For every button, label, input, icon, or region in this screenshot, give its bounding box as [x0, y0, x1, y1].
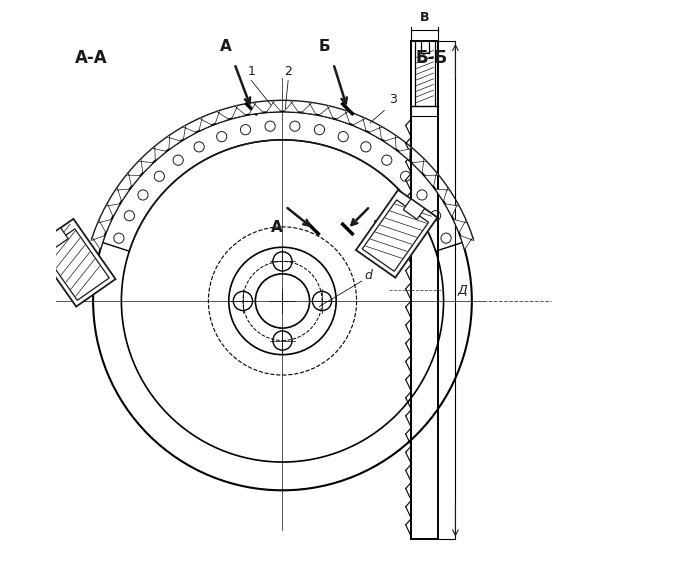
- Text: 3: 3: [388, 93, 397, 106]
- Polygon shape: [106, 203, 120, 216]
- Polygon shape: [115, 187, 129, 201]
- Text: Б: Б: [373, 220, 384, 235]
- Polygon shape: [199, 117, 212, 131]
- Polygon shape: [302, 102, 316, 115]
- Polygon shape: [126, 173, 141, 187]
- Polygon shape: [369, 125, 382, 140]
- Polygon shape: [215, 110, 228, 124]
- Polygon shape: [460, 236, 474, 249]
- Polygon shape: [232, 105, 246, 119]
- Text: Д: Д: [458, 284, 467, 296]
- Polygon shape: [454, 219, 467, 233]
- Polygon shape: [266, 101, 281, 112]
- Polygon shape: [284, 101, 298, 112]
- Polygon shape: [47, 228, 68, 248]
- Polygon shape: [34, 219, 115, 307]
- Polygon shape: [399, 146, 413, 161]
- Text: Б: Б: [319, 39, 331, 54]
- Text: А: А: [271, 220, 283, 235]
- Polygon shape: [353, 117, 366, 131]
- Polygon shape: [98, 219, 112, 233]
- Polygon shape: [384, 135, 398, 149]
- Polygon shape: [319, 105, 333, 119]
- Polygon shape: [91, 236, 105, 249]
- Polygon shape: [138, 158, 153, 173]
- Polygon shape: [249, 102, 263, 115]
- Polygon shape: [356, 190, 437, 278]
- Text: В: В: [420, 11, 430, 24]
- Polygon shape: [336, 110, 350, 124]
- Polygon shape: [167, 135, 181, 149]
- Text: 1: 1: [247, 65, 256, 78]
- Polygon shape: [412, 158, 426, 173]
- Text: d: d: [365, 269, 372, 282]
- Polygon shape: [182, 125, 196, 140]
- Polygon shape: [403, 199, 424, 219]
- Polygon shape: [152, 146, 166, 161]
- Polygon shape: [445, 203, 460, 216]
- Text: А-А: А-А: [75, 49, 107, 67]
- Text: 2: 2: [284, 65, 292, 78]
- Polygon shape: [435, 187, 450, 201]
- Text: А: А: [220, 39, 232, 54]
- Text: Б-Б: Б-Б: [416, 49, 447, 67]
- Polygon shape: [424, 173, 439, 187]
